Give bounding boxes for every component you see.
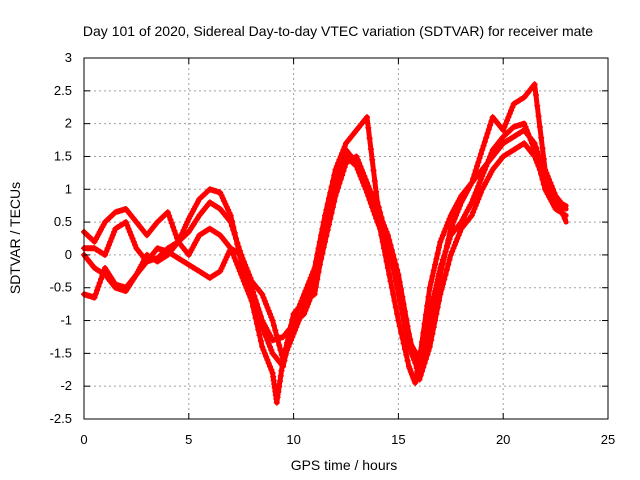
series-track-d	[81, 120, 569, 363]
x-tick-label: 25	[601, 432, 615, 447]
y-axis-label: SDTVAR / TECUs	[7, 182, 23, 294]
y-tick-label: 0.5	[54, 214, 72, 229]
plot-frame	[83, 57, 609, 420]
y-axis-ticks: -2.5 -2 -1.5 -1 -0.5 0 0.5 1 1.5 2 2.5 3	[50, 50, 608, 426]
x-axis-label: GPS time / hours	[291, 457, 398, 473]
y-tick-label: -2	[60, 378, 72, 393]
y-tick-label: -2.5	[50, 411, 72, 426]
x-tick-label: 0	[80, 432, 87, 447]
data-series	[81, 81, 569, 406]
grid-lines	[84, 58, 608, 419]
chart-title: Day 101 of 2020, Sidereal Day-to-day VTE…	[83, 23, 593, 39]
y-tick-label: 1.5	[54, 148, 72, 163]
y-tick-label: -1	[60, 313, 72, 328]
x-tick-label: 15	[391, 432, 405, 447]
y-tick-label: 1	[65, 181, 72, 196]
x-tick-label: 5	[185, 432, 192, 447]
x-axis-ticks: 0 5 10 15 20 25	[80, 58, 615, 447]
y-tick-label: -1.5	[50, 345, 72, 360]
y-tick-label: 2	[65, 116, 72, 131]
y-tick-label: 0	[65, 247, 72, 262]
x-tick-label: 10	[286, 432, 300, 447]
y-tick-label: 2.5	[54, 83, 72, 98]
x-tick-label: 20	[496, 432, 510, 447]
y-tick-label: 3	[65, 50, 72, 65]
y-tick-label: -0.5	[50, 280, 72, 295]
